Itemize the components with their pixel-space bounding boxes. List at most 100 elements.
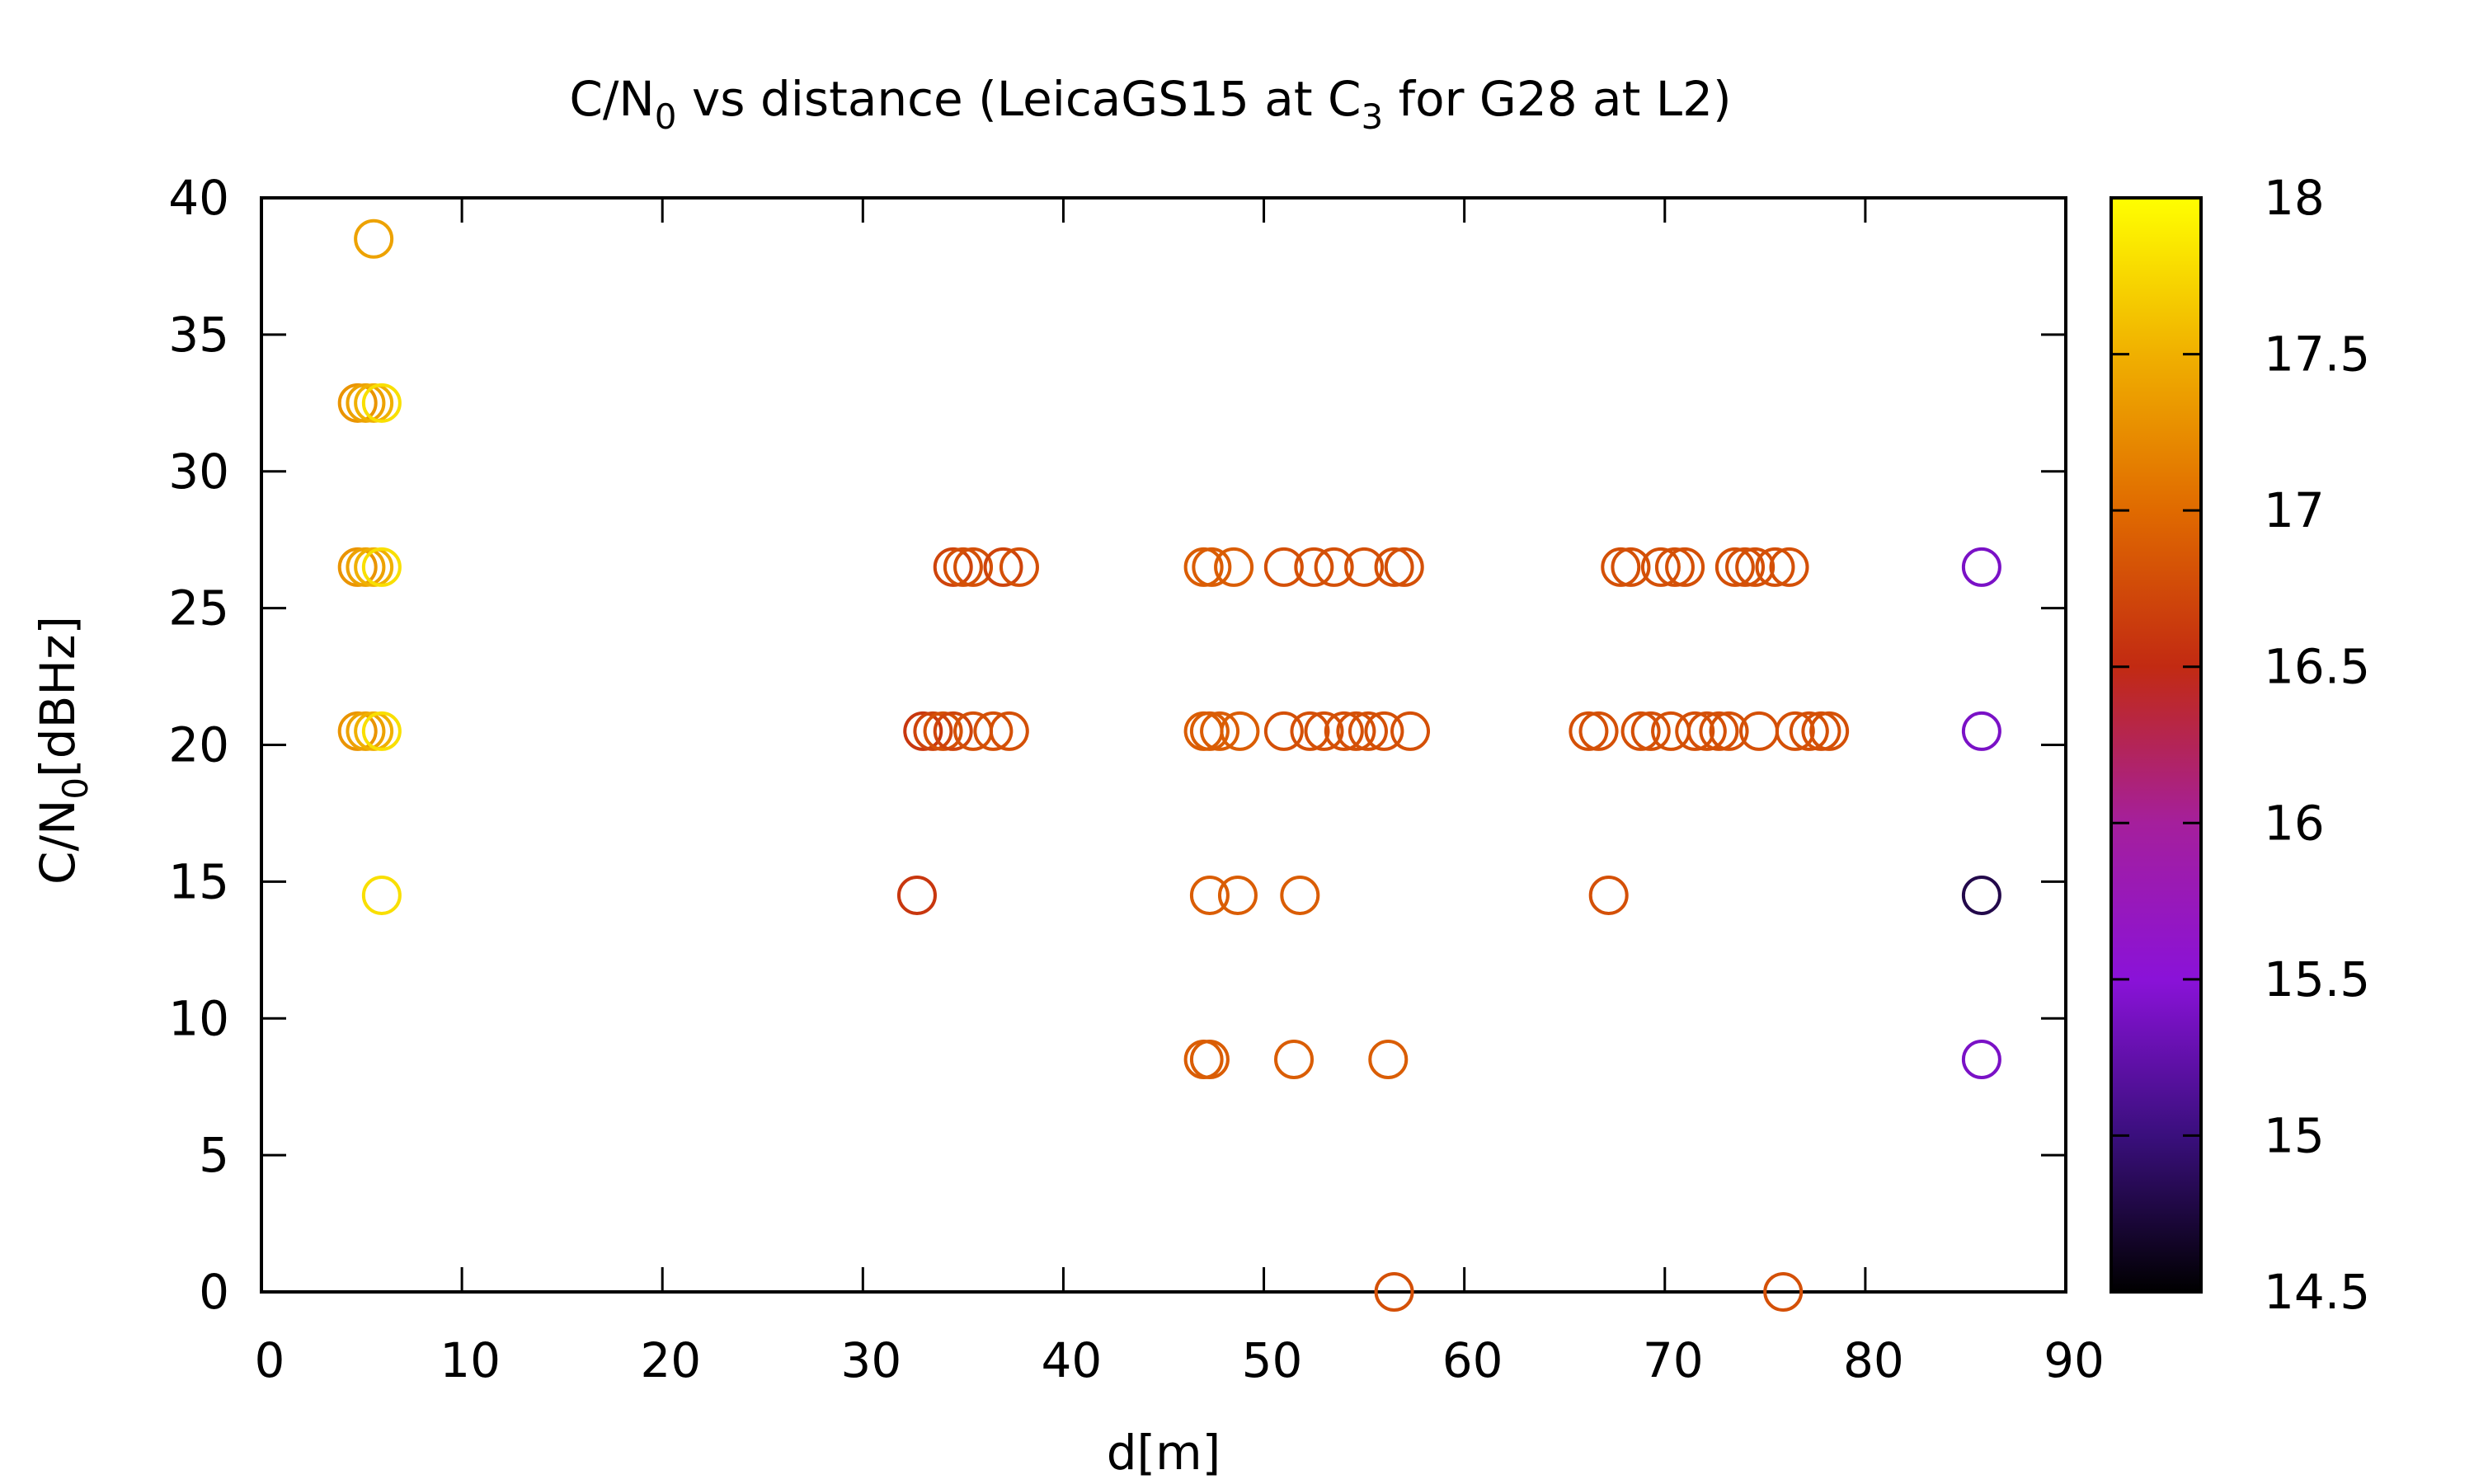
- data-point: [1200, 711, 1240, 751]
- data-point: [1304, 711, 1344, 751]
- data-point: [361, 875, 402, 915]
- data-point: [943, 547, 983, 587]
- data-point: [1654, 547, 1695, 587]
- chart-title: C/N0 vs distance (LeicaGS15 at C3 for G2…: [569, 71, 1731, 137]
- data-point: [903, 711, 943, 751]
- data-point: [1789, 711, 1829, 751]
- data-point: [1725, 547, 1766, 587]
- data-point: [354, 711, 394, 751]
- data-point: [1189, 1040, 1230, 1080]
- data-point: [1769, 547, 1809, 587]
- data-point: [1368, 1040, 1409, 1080]
- data-points: [337, 218, 2001, 1312]
- data-point: [1374, 547, 1414, 587]
- data-point: [346, 383, 386, 423]
- data-point: [1588, 875, 1629, 915]
- colorbar-tick-label: 16: [2264, 795, 2325, 851]
- data-point: [1189, 875, 1230, 915]
- data-point: [923, 711, 963, 751]
- data-point: [337, 547, 378, 587]
- data-point: [1183, 547, 1224, 587]
- data-point: [1961, 875, 2001, 915]
- data-point: [1189, 711, 1230, 751]
- data-point: [1709, 711, 1749, 751]
- data-point: [1665, 547, 1705, 587]
- data-point: [1217, 875, 1258, 915]
- data-point: [1735, 547, 1776, 587]
- x-tick-label: 70: [1643, 1332, 1704, 1388]
- colorbar-tick-label: 17: [2264, 482, 2325, 538]
- data-point: [354, 547, 394, 587]
- data-point: [1569, 711, 1609, 751]
- data-point: [1809, 711, 1850, 751]
- data-point: [354, 383, 394, 423]
- data-point: [1263, 547, 1304, 587]
- x-tick-label: 40: [1042, 1332, 1103, 1388]
- data-point: [1630, 711, 1671, 751]
- data-point: [1961, 547, 2001, 587]
- y-tick-label: 30: [168, 444, 229, 500]
- data-point: [1294, 547, 1334, 587]
- data-point: [913, 711, 953, 751]
- data-point: [983, 547, 1023, 587]
- data-point: [1675, 711, 1715, 751]
- data-point: [933, 711, 973, 751]
- y-tick-label: 35: [168, 307, 229, 363]
- data-point: [1348, 711, 1388, 751]
- data-point: [1324, 711, 1364, 751]
- y-tick-label: 15: [168, 853, 229, 909]
- data-point: [1686, 711, 1727, 751]
- data-point: [1620, 711, 1661, 751]
- data-point: [1775, 711, 1815, 751]
- data-point: [346, 547, 386, 587]
- data-point: [973, 711, 1014, 751]
- data-point: [933, 547, 973, 587]
- data-point: [354, 218, 394, 259]
- colorbar-tick-label: 16.5: [2264, 639, 2370, 695]
- data-point: [953, 547, 994, 587]
- data-point: [1699, 711, 1739, 751]
- x-axis: 0 10 20 30 40 50 60 70 80 90: [255, 198, 2105, 1388]
- data-point: [1763, 1272, 1804, 1312]
- y-tick-label: 40: [168, 170, 229, 226]
- data-point: [1344, 547, 1385, 587]
- data-point: [361, 383, 402, 423]
- colorbar: [2109, 196, 2203, 1294]
- y-tick-label: 5: [199, 1127, 229, 1183]
- x-tick-label: 10: [440, 1332, 501, 1388]
- y-tick-label: 0: [199, 1264, 229, 1320]
- colorbar-tick-label: 15.5: [2264, 951, 2370, 1007]
- data-point: [346, 711, 386, 751]
- colorbar-tick-label: 17.5: [2264, 326, 2370, 383]
- data-point: [1214, 547, 1254, 587]
- x-tick-label: 30: [840, 1332, 901, 1388]
- data-point: [1280, 875, 1320, 915]
- data-point: [1336, 711, 1376, 751]
- data-point: [1801, 711, 1841, 751]
- y-tick-label: 25: [168, 580, 229, 636]
- x-tick-label: 90: [2044, 1332, 2105, 1388]
- x-tick-label: 20: [640, 1332, 701, 1388]
- y-tick-label: 10: [168, 990, 229, 1046]
- data-point: [989, 711, 1029, 751]
- x-axis-title: d[m]: [1107, 1425, 1221, 1481]
- x-tick-label: 60: [1442, 1332, 1503, 1388]
- data-point: [1290, 711, 1330, 751]
- data-point: [1640, 547, 1681, 587]
- data-point: [337, 383, 378, 423]
- data-point: [1263, 711, 1304, 751]
- colorbar-axis: 18 17.5 17 16.5 16 15.5 15 14.5: [2111, 170, 2370, 1320]
- colorbar-tick-label: 18: [2264, 170, 2325, 226]
- data-point: [1961, 1040, 2001, 1080]
- data-point: [361, 547, 402, 587]
- colorbar-tick-label: 15: [2264, 1107, 2325, 1163]
- data-point: [1384, 547, 1424, 587]
- data-point: [1220, 711, 1260, 751]
- data-point: [1374, 1272, 1414, 1312]
- data-point: [1611, 547, 1651, 587]
- colorbar-tick-label: 14.5: [2264, 1264, 2370, 1320]
- data-point: [1274, 1040, 1315, 1080]
- data-point: [1364, 711, 1404, 751]
- data-point: [1601, 547, 1641, 587]
